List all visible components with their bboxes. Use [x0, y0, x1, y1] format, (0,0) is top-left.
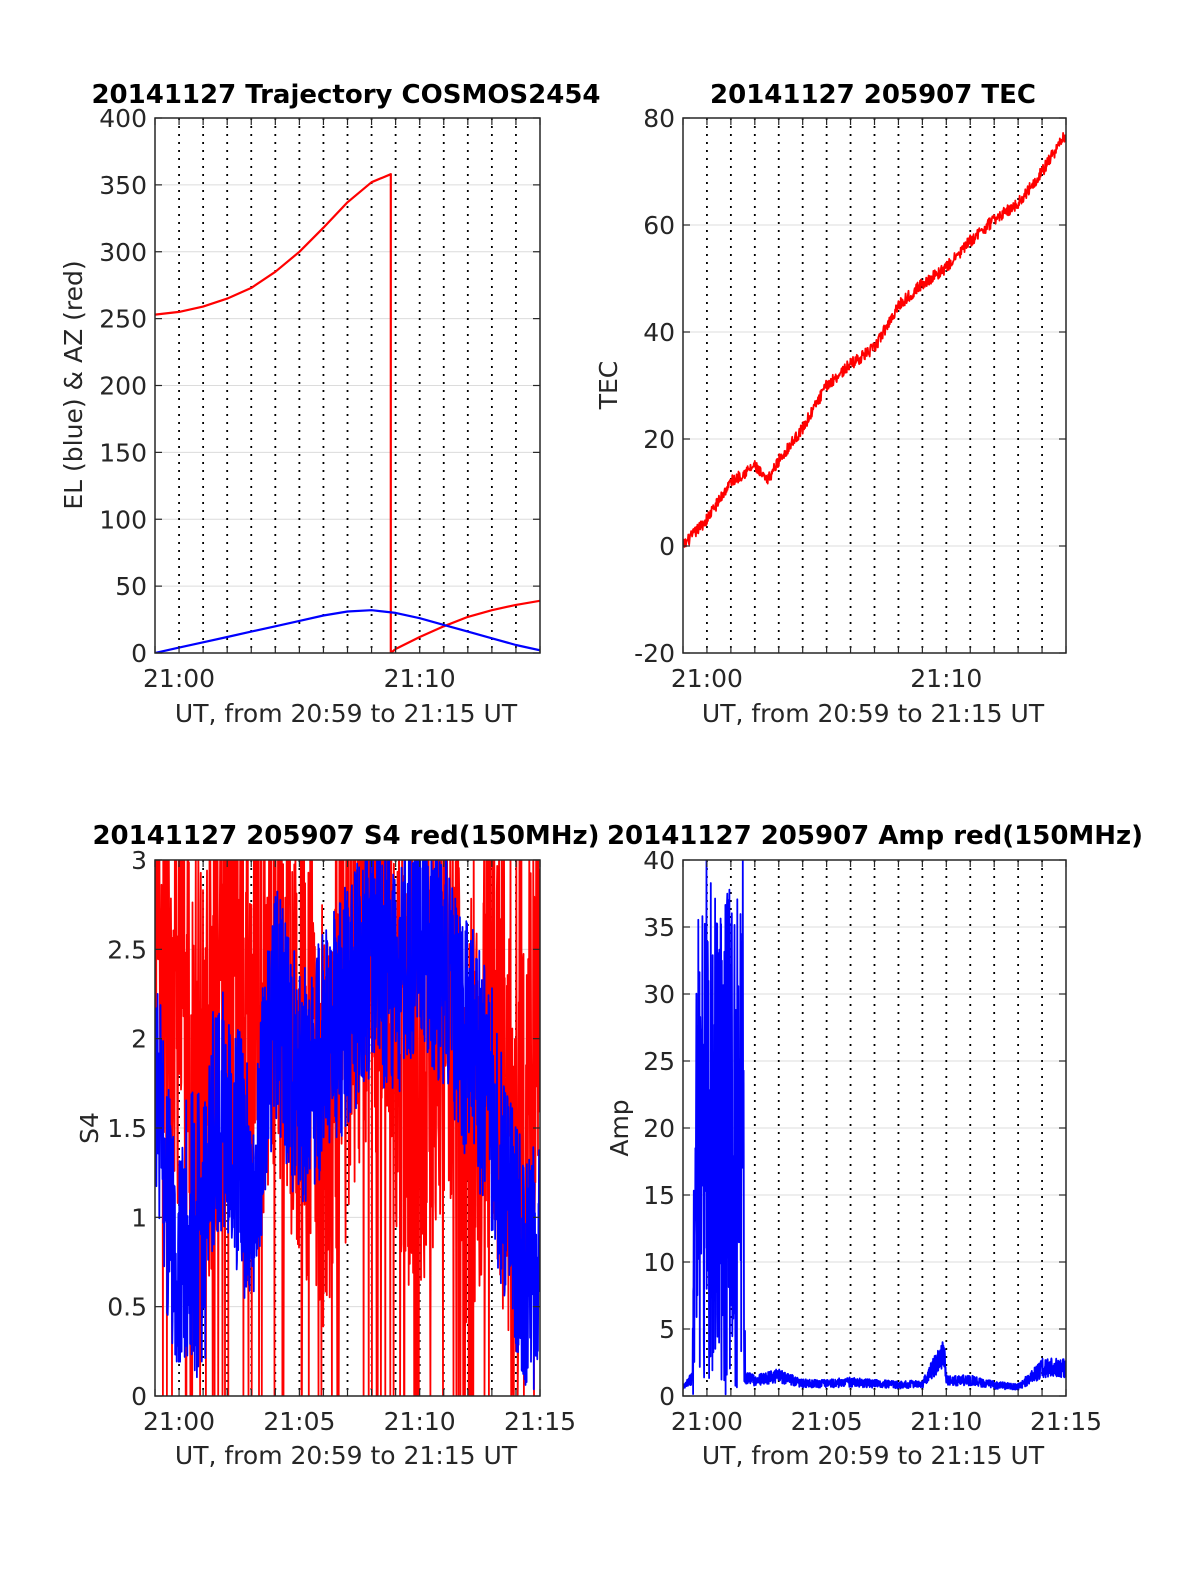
y-tick-label: 1.5: [107, 1114, 147, 1143]
x-tick-label: 21:15: [504, 1407, 576, 1436]
x-tick-label: 21:10: [384, 664, 456, 693]
y-tick-label: 150: [99, 438, 147, 467]
y-tick-label: 350: [99, 171, 147, 200]
x-tick-label: 21:10: [910, 1407, 982, 1436]
y-tick-label: 400: [99, 104, 147, 133]
y-axis-label-s4: S4: [75, 1112, 104, 1144]
y-tick-label: 80: [643, 104, 675, 133]
y-tick-label: 200: [99, 372, 147, 401]
y-tick-label: 100: [99, 505, 147, 534]
y-tick-label: 15: [643, 1181, 675, 1210]
y-tick-label: 35: [643, 913, 675, 942]
y-tick-label: 10: [643, 1248, 675, 1277]
x-tick-label: 21:05: [791, 1407, 863, 1436]
y-tick-label: 3: [131, 846, 147, 875]
y-tick-label: 0: [131, 1382, 147, 1411]
x-tick-label: 21:00: [143, 1407, 215, 1436]
y-tick-label: 60: [643, 211, 675, 240]
chart-title-amp: 20141127 205907 Amp red(150MHz): [607, 821, 1143, 851]
series-line-1: [155, 609, 540, 653]
panel-s4: 0 0.5 1 1.5 2 2.5 3 21:00 21:05 21:10 21:15 201411…: [75, 821, 600, 1470]
series-line-0: [683, 860, 1066, 1396]
x-axis-label-trajectory: UT, from 20:59 to 21:15 UT: [175, 699, 518, 728]
y-tick-label: 40: [643, 318, 675, 347]
y-tick-label: 40: [643, 846, 675, 875]
y-tick-label: 0: [659, 532, 675, 561]
x-tick-label: 21:00: [671, 1407, 743, 1436]
y-tick-label: 20: [643, 1114, 675, 1143]
x-tick-label: 21:00: [671, 664, 743, 693]
plot-area-amp: 0 5 10 15 20 25 30 35 40 21:00 21:05 21:10 21:15: [643, 846, 1102, 1436]
y-axis-label-trajectory: EL (blue) & AZ (red): [59, 260, 88, 509]
chart-title-tec: 20141127 205907 TEC: [710, 80, 1036, 110]
panel-tec: -20 0 20 40 60 80 21:00 21:10 20141127 205907 T…: [594, 80, 1067, 728]
chart-title-s4: 20141127 205907 S4 red(150MHz): [92, 821, 599, 851]
y-tick-label: 250: [99, 305, 147, 334]
series-line-0: [155, 860, 540, 1396]
y-tick-label: 30: [643, 980, 675, 1009]
series-group-s4: [155, 860, 540, 1396]
y-tick-label: 0: [659, 1382, 675, 1411]
y-tick-label: -20: [634, 639, 675, 668]
y-tick-label: 2: [131, 1025, 147, 1054]
y-tick-label: 25: [643, 1047, 675, 1076]
y-axis-label-amp: Amp: [605, 1099, 634, 1156]
series-line-1: [155, 860, 540, 1391]
x-axis-label-tec: UT, from 20:59 to 21:15 UT: [702, 699, 1045, 728]
series-group-tec: [683, 132, 1066, 548]
series-group-trajectory: [155, 173, 540, 653]
y-tick-label: 2.5: [107, 935, 147, 964]
x-axis-label-amp: UT, from 20:59 to 21:15 UT: [702, 1441, 1045, 1470]
y-tick-label: 1: [131, 1203, 147, 1232]
plot-area-s4: 0 0.5 1 1.5 2 2.5 3 21:00 21:05 21:10 21:15: [107, 846, 576, 1436]
y-tick-label: 50: [115, 572, 147, 601]
y-tick-label: 300: [99, 238, 147, 267]
x-tick-label: 21:00: [143, 664, 215, 693]
plot-area-tec: -20 0 20 40 60 80 21:00 21:10: [634, 104, 1067, 693]
panel-amp: 0 5 10 15 20 25 30 35 40 21:00 21:05 21:10 21:15 201…: [605, 821, 1143, 1470]
x-tick-label: 21:15: [1030, 1407, 1102, 1436]
y-axis-label-tec: TEC: [594, 361, 623, 411]
x-tick-label: 21:05: [263, 1407, 335, 1436]
series-group-amp: [683, 860, 1066, 1396]
plot-area-trajectory: 0 50 100 150 200 250 300 350 400 21:00 21:10: [99, 104, 541, 693]
chart-title-trajectory: 20141127 Trajectory COSMOS2454: [91, 80, 600, 110]
x-tick-label: 21:10: [910, 664, 982, 693]
x-tick-label: 21:10: [384, 1407, 456, 1436]
panel-trajectory: 0 50 100 150 200 250 300 350 400 21:00 21:10 20141…: [59, 80, 601, 728]
y-tick-label: 0.5: [107, 1293, 147, 1322]
y-tick-label: 20: [643, 425, 675, 454]
x-axis-label-s4: UT, from 20:59 to 21:15 UT: [175, 1441, 518, 1470]
y-tick-label: 5: [659, 1315, 675, 1344]
series-line-0: [683, 132, 1066, 548]
y-tick-label: 0: [131, 639, 147, 668]
series-line-0: [155, 173, 540, 653]
